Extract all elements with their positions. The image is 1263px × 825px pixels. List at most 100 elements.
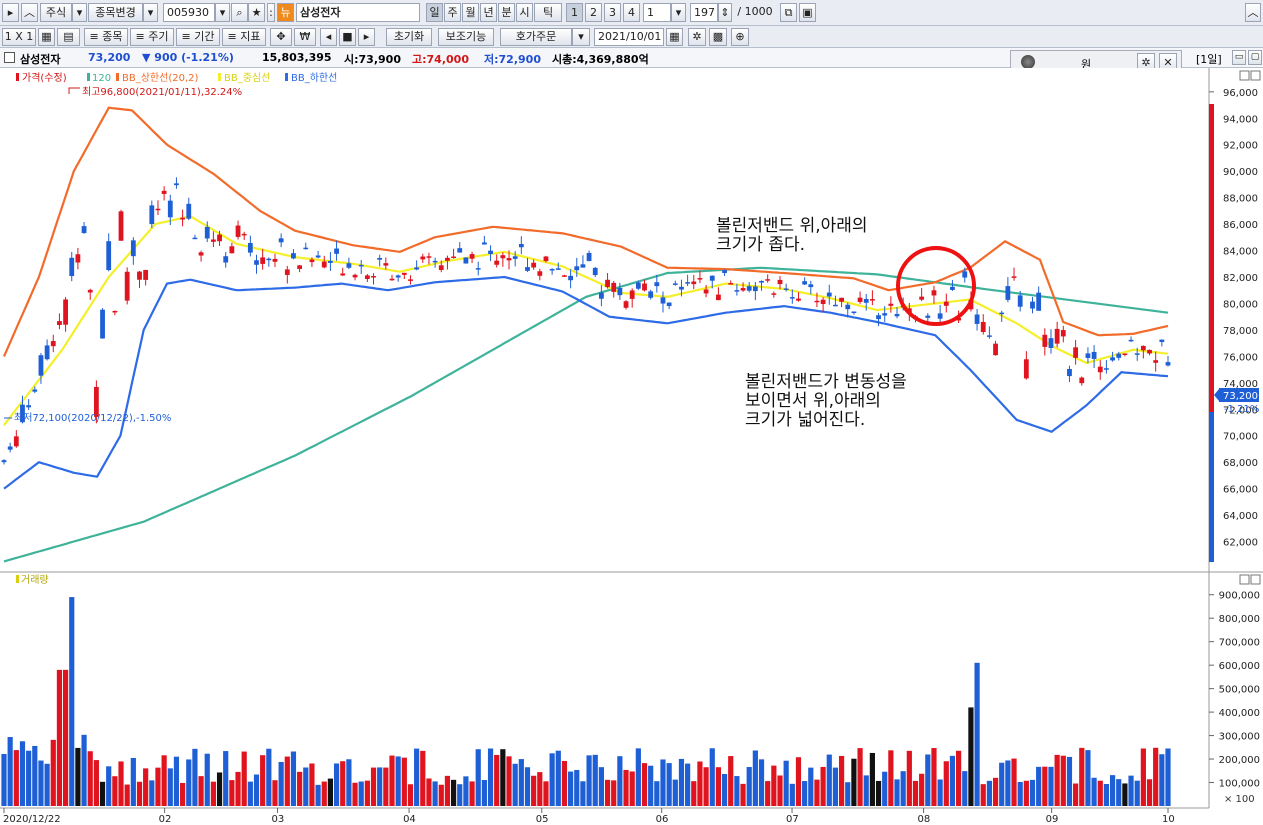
volume-bar <box>992 777 999 806</box>
candle-body <box>124 271 130 301</box>
add-chart-icon[interactable]: ⧉ <box>780 3 797 22</box>
code-dropdown-icon[interactable]: ▾ <box>215 3 230 22</box>
bb-mid-line <box>3 215 1169 426</box>
candle-body <box>623 301 629 308</box>
range-button[interactable]: ≡ 기간 <box>176 28 220 46</box>
candle-body <box>518 244 524 248</box>
volume-bar <box>346 759 352 806</box>
tab-day[interactable]: 일 <box>426 3 443 22</box>
x-tick-label: 02 <box>159 814 172 825</box>
stock-button[interactable]: ≡ 종목 <box>84 28 128 46</box>
star-icon[interactable]: ★ <box>248 3 265 22</box>
vol-max-icon[interactable] <box>1239 574 1250 585</box>
layout-button[interactable]: 1 X 1 <box>2 28 36 46</box>
settings-icon[interactable]: ✲ <box>1137 53 1155 72</box>
market-dropdown-icon[interactable]: ▾ <box>72 3 87 22</box>
tab-num-1[interactable]: 1 <box>566 3 583 22</box>
tab-num-4[interactable]: 4 <box>623 3 640 22</box>
change-stock-dropdown-icon[interactable]: ▾ <box>143 3 158 22</box>
next-icon[interactable]: ▸ <box>358 28 375 46</box>
zoom-icon[interactable]: ⊕ <box>731 28 749 46</box>
tab-week[interactable]: 주 <box>444 3 461 22</box>
change-stock-button[interactable]: 종목변경 <box>88 3 143 22</box>
period-badge: [1일] <box>1196 53 1222 66</box>
high-marker: 최고96,800(2021/01/11),32.24% <box>82 86 242 98</box>
tab-day-label: 일 <box>429 6 440 19</box>
tab-tick[interactable]: 틱 <box>534 3 562 22</box>
cycle-button[interactable]: ≡ 주기 <box>130 28 174 46</box>
total-count: / 1000 <box>734 3 776 22</box>
tab-year[interactable]: 년 <box>480 3 497 22</box>
volume-bar <box>450 779 457 806</box>
candle-body <box>174 183 179 186</box>
candle-body <box>50 341 56 347</box>
grid-icon[interactable]: ▦ <box>38 28 55 46</box>
tab-num-3[interactable]: 3 <box>604 3 621 22</box>
volume-bar <box>1029 779 1036 806</box>
candle-body <box>1134 353 1140 355</box>
prev-icon[interactable]: ◂ <box>320 28 337 46</box>
panel-close-icon[interactable] <box>1250 70 1261 81</box>
candle-body <box>118 211 124 241</box>
count-input[interactable]: 197 <box>690 3 718 22</box>
record-icon[interactable] <box>1021 55 1035 69</box>
menu-icon[interactable]: ▸ <box>2 3 19 22</box>
gear-icon[interactable]: ✲ <box>688 28 706 46</box>
vol-close-icon[interactable] <box>1250 574 1261 585</box>
volume-bar <box>62 669 69 806</box>
save-icon[interactable]: ▣ <box>799 3 816 22</box>
volume-bar <box>586 755 592 806</box>
volume-bar <box>512 763 518 806</box>
order-button[interactable]: 호가주문 <box>500 28 572 46</box>
order-dropdown-icon[interactable]: ▾ <box>572 28 590 46</box>
volume-bar <box>1079 747 1085 806</box>
aux-button[interactable]: 보조기능 <box>438 28 494 46</box>
change-stock-label: 종목변경 <box>95 6 136 19</box>
candle-body <box>598 292 604 299</box>
volume-bar <box>44 763 50 806</box>
market-select[interactable]: 주식 <box>40 3 72 22</box>
panel-max-icon[interactable] <box>1239 70 1250 81</box>
candle-body <box>863 298 869 303</box>
checkbox-icon[interactable] <box>4 52 15 63</box>
volume-bar <box>919 773 925 806</box>
indicator-button[interactable]: ≡ 지표 <box>222 28 266 46</box>
volume-bar <box>303 767 309 806</box>
search-icon[interactable]: ⌕ <box>231 3 248 22</box>
stop-icon[interactable]: ■ <box>339 28 356 46</box>
tab-month[interactable]: 월 <box>462 3 479 22</box>
calendar-icon[interactable]: ▦ <box>666 28 683 46</box>
volume-bar <box>81 734 87 806</box>
candle-body <box>1060 330 1066 337</box>
restore-icon[interactable]: ▭ <box>1232 50 1246 65</box>
legend-volume: 거래량 <box>21 574 49 586</box>
window-icon[interactable]: ▤ <box>57 28 80 46</box>
volume-bar <box>487 748 494 806</box>
chevron-up-icon[interactable]: ︿ <box>21 3 38 22</box>
candle-body <box>876 315 881 320</box>
tab-num-2[interactable]: 2 <box>585 3 602 22</box>
candle-body <box>691 281 697 285</box>
collapse-icon[interactable]: ︿ <box>1245 3 1261 22</box>
volume-bar <box>611 780 617 806</box>
candle-body <box>888 303 894 306</box>
price-chart[interactable]: 62,000 64,000 66,000 68,000 70,000 72,000 74,0… <box>0 68 1263 825</box>
stock-code-input[interactable]: 005930 <box>163 3 215 22</box>
reset-button[interactable]: 초기화 <box>386 28 432 46</box>
wave-icon[interactable]: ₩ <box>294 28 316 46</box>
volume-bar <box>309 763 315 806</box>
tab-minute[interactable]: 분 <box>498 3 515 22</box>
export-icon[interactable]: ▩ <box>709 28 727 46</box>
count-stepper[interactable]: ⇕ <box>718 3 732 22</box>
date-input[interactable]: 2021/10/01 <box>594 28 664 46</box>
volume-bar <box>906 750 912 806</box>
volume-bar <box>765 781 771 806</box>
candle-body <box>438 265 444 270</box>
max-icon[interactable]: ▢ <box>1248 50 1262 65</box>
period-input[interactable]: 1 <box>643 3 671 22</box>
news-icon[interactable]: 뉴 <box>277 3 294 22</box>
tab-hour[interactable]: 시 <box>516 3 533 22</box>
volume-bar <box>457 784 463 806</box>
move-icon[interactable]: ✥ <box>270 28 292 46</box>
period-dropdown-icon[interactable]: ▾ <box>671 3 686 22</box>
